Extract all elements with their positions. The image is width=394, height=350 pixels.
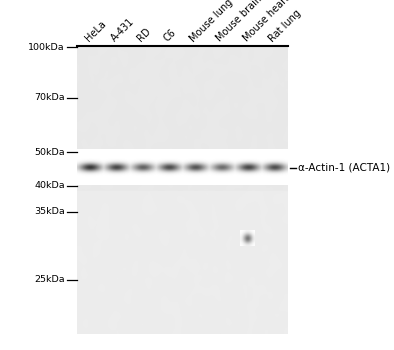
Text: Mouse heart: Mouse heart: [241, 0, 291, 44]
Text: α-Actin-1 (ACTA1): α-Actin-1 (ACTA1): [298, 163, 390, 173]
Text: Rat lung: Rat lung: [268, 8, 303, 44]
Text: RD: RD: [136, 27, 153, 44]
Text: HeLa: HeLa: [83, 19, 108, 44]
Text: C6: C6: [162, 28, 178, 44]
Text: 40kDa: 40kDa: [34, 181, 65, 190]
Text: 50kDa: 50kDa: [34, 148, 65, 157]
Text: 100kDa: 100kDa: [28, 43, 65, 52]
Text: Mouse brain: Mouse brain: [215, 0, 264, 44]
Text: Mouse lung: Mouse lung: [188, 0, 235, 44]
Bar: [77, 46, 288, 334]
Text: 35kDa: 35kDa: [34, 207, 65, 216]
Text: 70kDa: 70kDa: [34, 93, 65, 103]
Text: 25kDa: 25kDa: [34, 275, 65, 285]
Text: A-431: A-431: [109, 17, 136, 44]
